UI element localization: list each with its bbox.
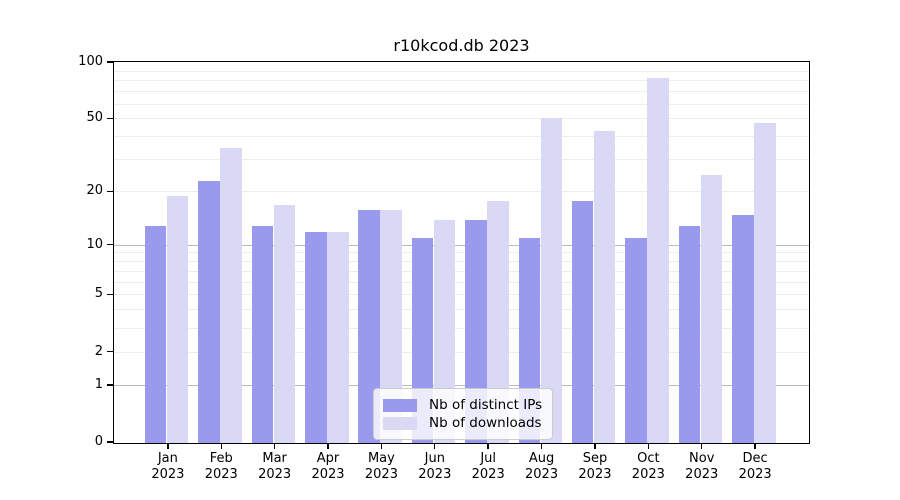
gridline-minor	[114, 91, 809, 93]
gridline-major	[114, 244, 809, 246]
bar-downloads	[754, 122, 776, 443]
x-tick-label: Mar 2023	[258, 451, 292, 482]
x-tick-label: Jul 2023	[471, 451, 505, 482]
gridline-minor	[114, 103, 809, 105]
x-tick-label: Nov 2023	[685, 451, 719, 482]
x-axis-tick	[167, 442, 169, 449]
y-axis-tick	[107, 384, 113, 386]
bar-distinct-ips	[625, 238, 647, 443]
x-axis-tick	[540, 442, 543, 449]
bar-downloads	[540, 117, 563, 443]
chart-title: r10kcod.db 2023	[393, 36, 530, 55]
bar-distinct-ips	[358, 209, 380, 443]
legend-label: Nb of downloads	[429, 415, 542, 431]
gridline-minor	[114, 270, 809, 272]
bar-downloads	[593, 131, 616, 443]
bar-distinct-ips	[198, 181, 220, 443]
gridline-minor	[114, 191, 809, 193]
x-tick-label: Jun 2023	[418, 451, 452, 482]
bar-downloads	[220, 147, 242, 443]
bar-downloads	[487, 200, 509, 443]
y-tick-label: 100	[78, 54, 103, 69]
x-tick-label: Feb 2023	[204, 451, 238, 482]
gridline-minor	[114, 80, 809, 82]
legend-row: Nb of downloads	[383, 414, 542, 432]
x-axis-tick	[701, 442, 703, 449]
y-axis-tick	[107, 350, 113, 353]
bar-downloads	[327, 231, 349, 443]
bar-distinct-ips	[465, 220, 487, 443]
y-axis-tick	[107, 190, 113, 192]
y-tick-label: 20	[86, 183, 103, 199]
x-tick-label: Dec 2023	[738, 451, 772, 482]
plot-inner	[114, 62, 809, 443]
legend-row: Nb of distinct IPs	[383, 396, 542, 414]
y-tick-label: 2	[94, 343, 103, 359]
gridline-minor	[114, 294, 809, 296]
gridline-minor	[114, 309, 809, 311]
x-tick-label: Apr 2023	[311, 451, 345, 482]
bar-distinct-ips	[305, 231, 327, 443]
bar-downloads	[273, 205, 296, 443]
gridline-minor	[114, 159, 809, 161]
bar-distinct-ips	[732, 214, 754, 443]
gridline-minor	[114, 118, 809, 120]
bar-downloads	[166, 196, 189, 443]
bar-distinct-ips	[144, 225, 167, 443]
bar-downloads	[647, 78, 669, 443]
bar-downloads	[700, 174, 723, 443]
gridline-minor	[114, 136, 809, 138]
gridline-minor	[114, 327, 809, 329]
y-tick-label: 50	[86, 110, 103, 126]
y-tick-label: 0	[94, 434, 103, 449]
y-tick-label: 5	[94, 286, 103, 302]
x-tick-label: May 2023	[364, 451, 398, 482]
y-axis-tick	[107, 61, 113, 63]
bar-distinct-ips	[678, 225, 701, 443]
legend-swatch	[383, 398, 417, 412]
x-tick-label: Oct 2023	[631, 451, 665, 482]
gridline-minor	[114, 281, 809, 283]
gridline-minor	[114, 261, 809, 263]
gridline-minor	[114, 351, 809, 353]
y-tick-label: 1	[94, 376, 103, 392]
x-axis-tick	[273, 442, 276, 449]
x-axis-tick	[594, 442, 596, 449]
x-tick-label: Sep 2023	[578, 451, 612, 482]
legend-label: Nb of distinct IPs	[429, 397, 543, 413]
y-axis-tick	[107, 243, 113, 246]
legend: Nb of distinct IPs Nb of downloads	[373, 388, 554, 440]
bar-distinct-ips	[251, 225, 274, 443]
bar-distinct-ips	[571, 200, 594, 443]
bar-downloads	[433, 220, 456, 443]
x-tick-label: Jan 2023	[151, 451, 185, 482]
gridline-minor	[114, 70, 809, 72]
x-axis-tick	[220, 442, 222, 449]
plot-area	[113, 61, 810, 444]
x-axis-tick	[434, 442, 436, 449]
gridline-major	[114, 384, 809, 386]
x-axis-tick	[647, 442, 650, 449]
y-axis-tick	[107, 117, 113, 119]
x-axis-tick	[327, 442, 329, 449]
x-axis-tick	[487, 442, 489, 449]
gridline-minor	[114, 252, 809, 254]
y-axis-tick	[107, 441, 113, 443]
x-axis-tick	[380, 442, 383, 449]
x-axis-tick	[754, 442, 756, 449]
y-tick-label: 10	[86, 236, 103, 252]
legend-swatch	[383, 416, 417, 430]
x-tick-label: Aug 2023	[525, 451, 559, 482]
y-axis-tick	[107, 293, 113, 296]
bar-downloads	[380, 209, 402, 443]
